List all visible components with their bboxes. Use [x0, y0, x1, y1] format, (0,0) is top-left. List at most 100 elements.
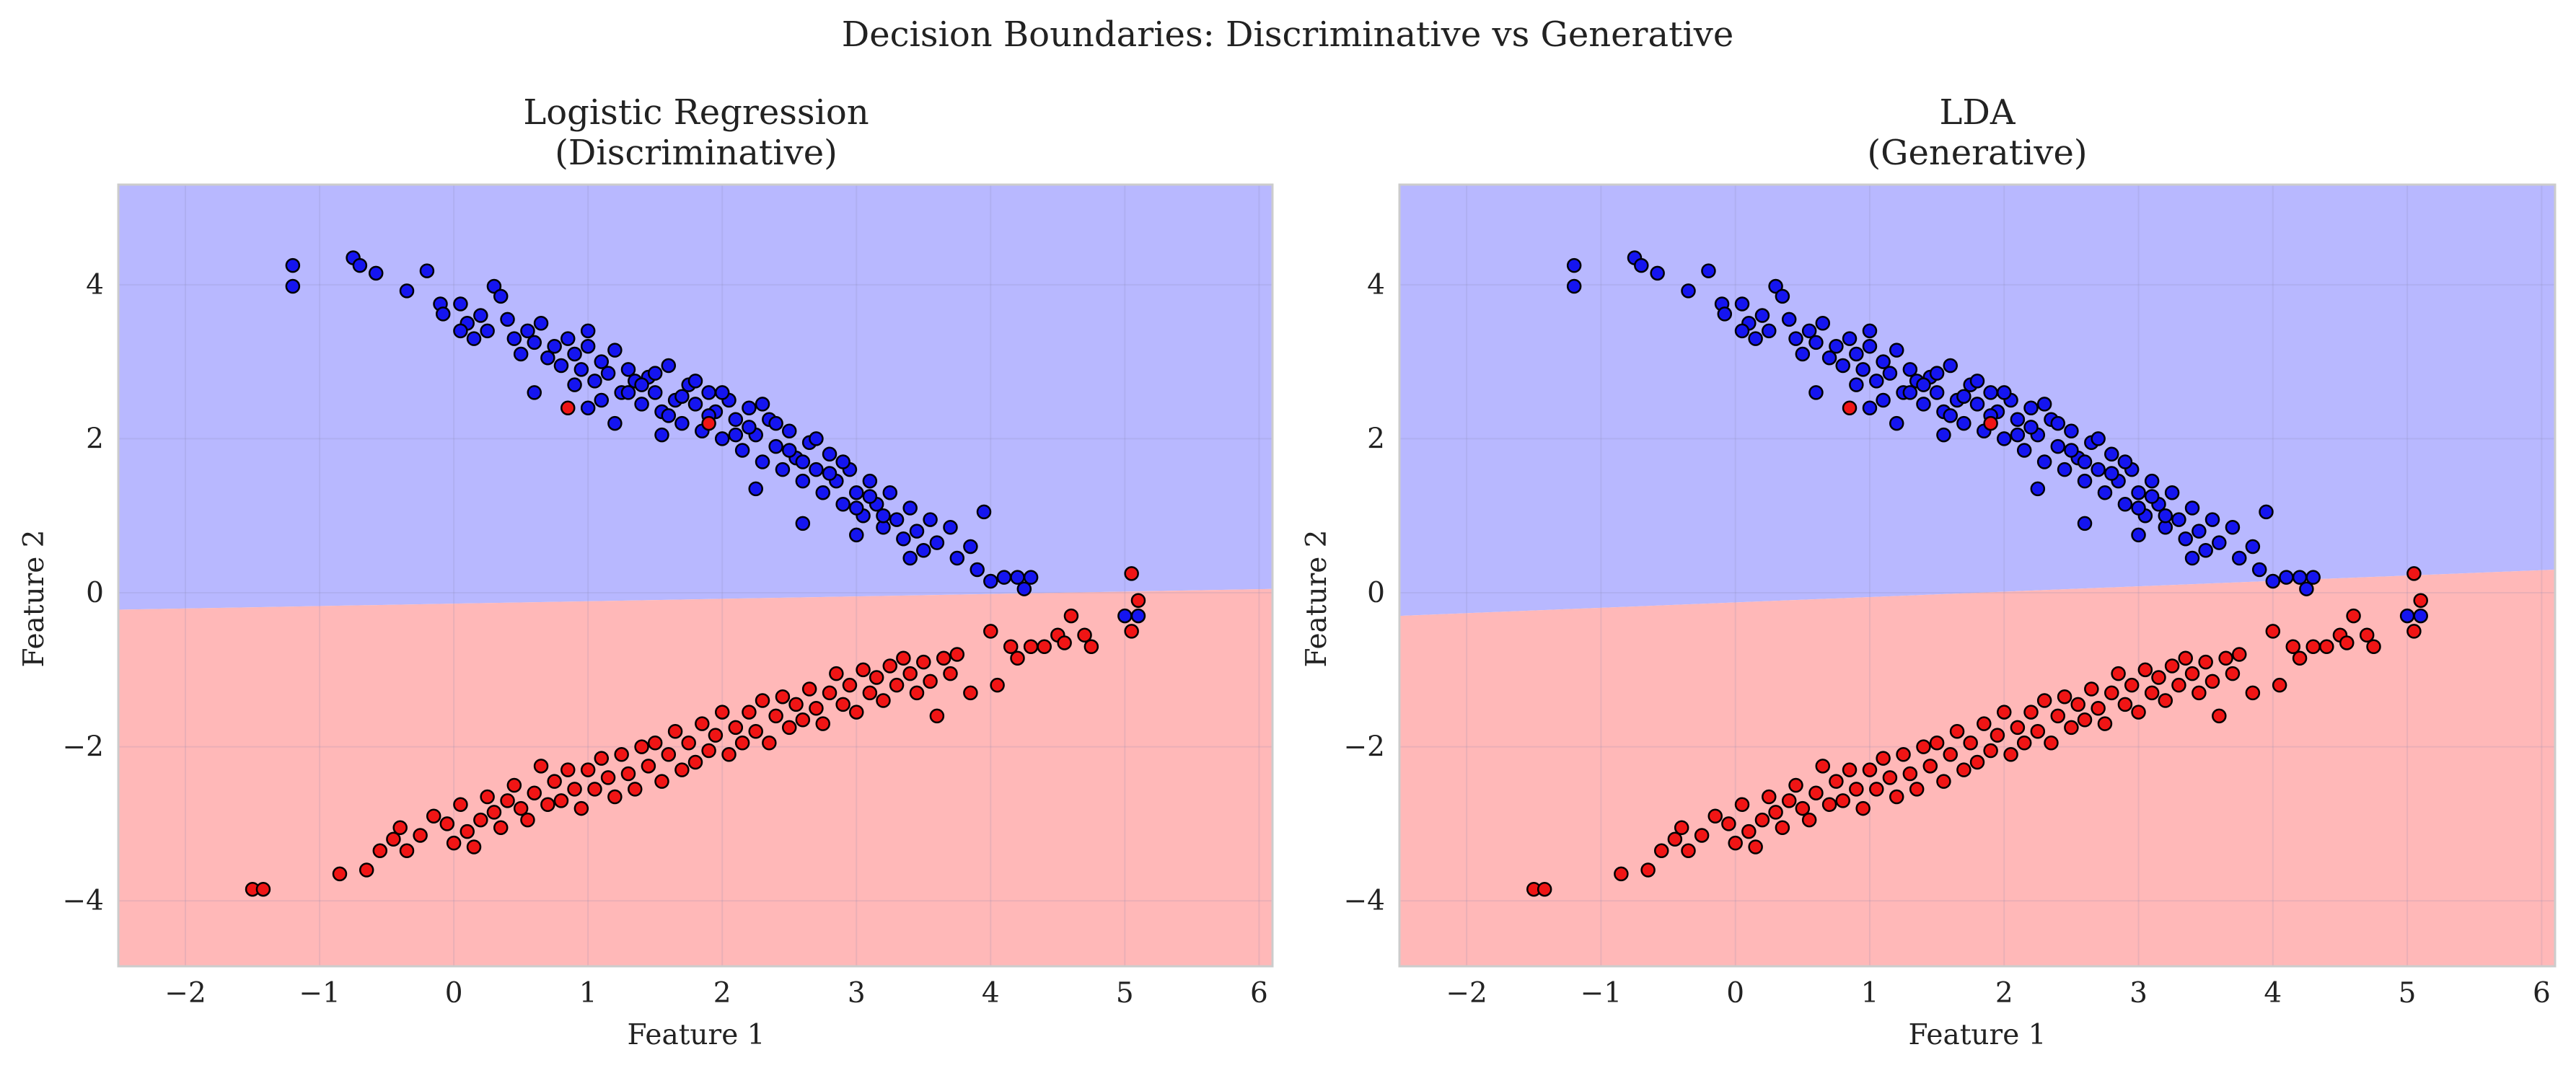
class1-point: [681, 736, 696, 751]
x-tick-label: 6: [2533, 977, 2551, 1010]
x-tick-label: 0: [1726, 977, 1744, 1010]
class0-point: [473, 308, 488, 323]
class1-point: [1916, 739, 1931, 754]
class0-point: [1983, 385, 1998, 400]
class1-point: [2204, 674, 2220, 689]
class0-point: [1808, 335, 1824, 350]
class1-point: [1083, 639, 1099, 655]
class0-point: [1862, 400, 1878, 415]
class0-point: [607, 343, 623, 358]
class0-point: [2158, 508, 2173, 524]
class0-point: [368, 265, 384, 281]
class0-point: [2171, 512, 2186, 527]
class1-point: [255, 881, 271, 897]
class1-point: [2406, 566, 2422, 581]
class1-point: [573, 800, 589, 816]
class0-point: [876, 508, 891, 524]
class0-point: [996, 570, 1012, 585]
class1-point: [1063, 608, 1079, 624]
class0-point: [352, 257, 368, 273]
class1-point: [2077, 712, 2093, 728]
x-axis-label: Feature 1: [628, 1019, 765, 1051]
class0-point: [580, 400, 596, 415]
class0-point: [527, 335, 542, 350]
class0-point: [2050, 438, 2066, 454]
class0-point: [2050, 415, 2066, 431]
class1-point: [473, 812, 488, 828]
class0-point: [849, 500, 864, 516]
y-tick-label: 2: [86, 423, 104, 455]
class0-point: [453, 296, 468, 312]
class0-point: [1835, 358, 1850, 374]
class0-point: [2164, 485, 2180, 500]
panel-title-line2: (Discriminative): [555, 133, 838, 173]
class1-point: [768, 708, 783, 724]
class0-point: [916, 543, 931, 558]
class1-point: [1728, 835, 1743, 851]
class0-point: [2225, 520, 2241, 535]
axes-frame: [117, 183, 1274, 968]
class1-point: [869, 670, 884, 685]
class1-point: [2245, 685, 2261, 701]
class1-point: [1969, 754, 1985, 770]
class1-point: [620, 766, 636, 782]
class0-point: [1969, 374, 1985, 389]
class0-point: [902, 500, 918, 516]
class1-point: [614, 747, 629, 762]
class1-point: [902, 666, 918, 681]
class1-point: [480, 789, 495, 805]
class1-point: [641, 759, 656, 774]
class0-point: [573, 362, 589, 377]
class0-point: [742, 400, 757, 415]
logistic-regression-panel: Logistic Regression (Discriminative) Fea…: [18, 92, 1274, 1051]
class1-point: [1922, 759, 1938, 774]
x-axis-label: Feature 1: [1909, 1019, 2047, 1051]
class0-point: [862, 473, 878, 489]
class1-point: [567, 782, 582, 797]
class1-point: [1707, 808, 1723, 823]
class0-point: [486, 278, 502, 294]
panel-title-line2: (Generative): [1867, 133, 2087, 173]
class1-point: [1741, 823, 1757, 839]
class0-point: [1829, 339, 1844, 354]
class0-point: [976, 504, 992, 520]
class1-point: [2010, 720, 2026, 736]
class1-point: [1956, 762, 1971, 777]
class1-point: [1876, 751, 1891, 766]
class1-point: [795, 712, 811, 728]
class0-point: [1815, 315, 1831, 331]
class1-point: [734, 736, 750, 751]
class1-point: [1037, 639, 1052, 655]
class1-point: [889, 677, 905, 693]
class1-point: [1983, 743, 1998, 759]
class0-point: [2399, 608, 2415, 624]
class0-point: [701, 385, 716, 400]
class0-point: [2097, 485, 2113, 500]
class1-point: [701, 415, 716, 431]
class0-point: [647, 366, 663, 381]
class1-point: [929, 708, 945, 724]
class0-point: [1956, 389, 1971, 404]
class1-point: [896, 650, 911, 666]
class0-point: [435, 306, 451, 322]
class1-point: [695, 716, 710, 731]
class1-point: [2091, 700, 2106, 716]
class1-point: [2057, 689, 2072, 705]
class1-point: [2184, 666, 2200, 681]
class0-point: [1997, 385, 2012, 400]
class1-point: [835, 697, 850, 712]
class1-point: [359, 862, 374, 878]
class1-point: [2070, 697, 2085, 712]
class1-point: [1721, 816, 1736, 831]
class0-point: [2030, 481, 2046, 497]
y-tick-label: 4: [1367, 269, 1385, 301]
class0-point: [466, 331, 482, 346]
x-tick-label: 2: [1995, 977, 2013, 1010]
class0-point: [929, 535, 945, 550]
class0-point: [809, 431, 824, 446]
class1-point: [1855, 800, 1871, 816]
class0-point: [654, 427, 669, 443]
class0-point: [453, 323, 468, 339]
class0-point: [2198, 543, 2213, 558]
class0-point: [480, 323, 495, 339]
